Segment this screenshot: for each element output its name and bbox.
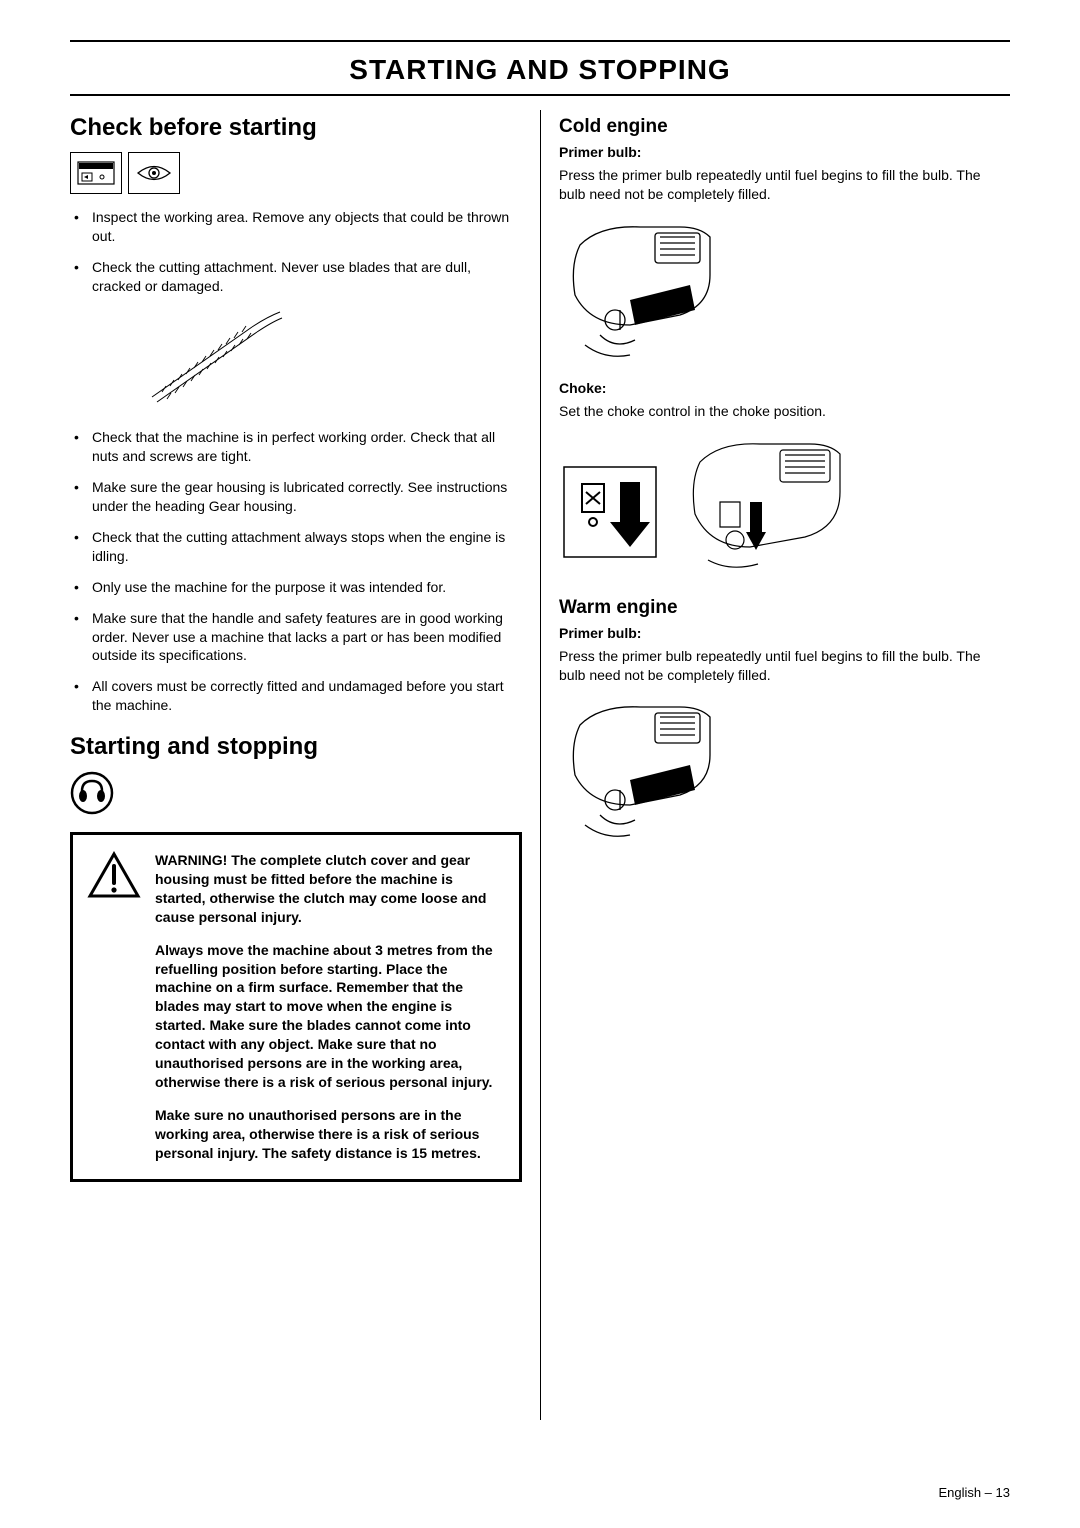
page-title: STARTING AND STOPPING <box>70 48 1010 96</box>
eye-icon <box>128 152 180 194</box>
bullet-item: Check that the machine is in perfect wor… <box>70 428 522 466</box>
right-column: Cold engine Primer bulb: Press the prime… <box>540 110 1010 1420</box>
primer-figure-warm <box>559 694 1010 846</box>
page-footer: English – 13 <box>938 1485 1010 1500</box>
bullet-text: Check the cutting attachment. Never use … <box>92 259 471 294</box>
label-primer-bulb-warm: Primer bulb: <box>559 625 1010 641</box>
bullet-item: Inspect the working area. Remove any obj… <box>70 208 522 246</box>
bullet-item: Make sure the gear housing is lubricated… <box>70 478 522 516</box>
primer-text: Press the primer bulb repeatedly until f… <box>559 166 1010 204</box>
top-rule <box>70 40 1010 42</box>
bullet-item: Only use the machine for the purpose it … <box>70 578 522 597</box>
left-column: Check before starting Ins <box>70 110 540 1420</box>
warning-paragraph: Always move the machine about 3 metres f… <box>155 941 501 1092</box>
heading-cold-engine: Cold engine <box>559 116 1010 138</box>
bullet-item: All covers must be correctly fitted and … <box>70 677 522 715</box>
heading-check-before-starting: Check before starting <box>70 114 522 142</box>
bullet-item: Make sure that the handle and safety fea… <box>70 609 522 666</box>
bullet-item: Check the cutting attachment. Never use … <box>70 258 522 417</box>
bullet-item: Check that the cutting attachment always… <box>70 528 522 566</box>
choke-text: Set the choke control in the choke posit… <box>559 402 1010 421</box>
label-primer-bulb: Primer bulb: <box>559 144 1010 160</box>
label-choke: Choke: <box>559 380 1010 396</box>
warning-triangle-icon <box>87 851 141 1162</box>
warning-paragraph: WARNING! The complete clutch cover and g… <box>155 851 501 927</box>
ear-protection-icon <box>70 771 522 820</box>
two-column-layout: Check before starting Ins <box>70 110 1010 1420</box>
check-bullet-list: Inspect the working area. Remove any obj… <box>70 208 522 715</box>
primer-figure-cold <box>559 214 1010 366</box>
primer-text-warm: Press the primer bulb repeatedly until f… <box>559 647 1010 685</box>
heading-starting-stopping: Starting and stopping <box>70 733 522 761</box>
warning-text: WARNING! The complete clutch cover and g… <box>155 851 501 1162</box>
warning-paragraph: Make sure no unauthorised persons are in… <box>155 1106 501 1163</box>
choke-figure <box>559 431 1010 583</box>
warning-box: WARNING! The complete clutch cover and g… <box>70 832 522 1181</box>
blade-figure <box>132 302 522 417</box>
heading-warm-engine: Warm engine <box>559 597 1010 619</box>
manual-book-icon <box>70 152 122 194</box>
manual-icon-row <box>70 152 522 194</box>
